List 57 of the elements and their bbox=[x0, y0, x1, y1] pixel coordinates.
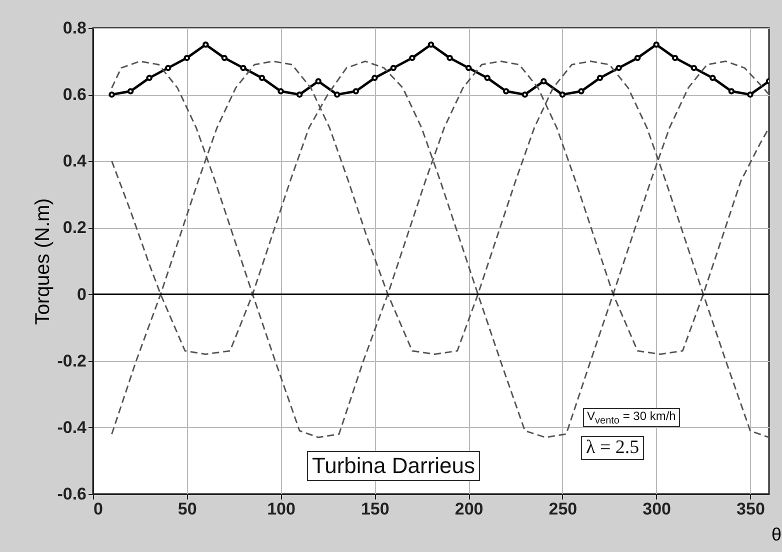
point bbox=[710, 74, 716, 82]
point bbox=[258, 74, 266, 82]
point bbox=[202, 42, 209, 48]
y-tick-label: 0.4 bbox=[62, 152, 88, 171]
y-tick-label: -0.6 bbox=[57, 484, 86, 504]
point bbox=[747, 91, 754, 98]
y-tick-label: -0.2 bbox=[57, 351, 86, 370]
annotation: λ = 2.5 bbox=[581, 436, 644, 460]
x-tick-label: 150 bbox=[360, 500, 390, 518]
point bbox=[315, 78, 322, 84]
point bbox=[596, 74, 604, 82]
point bbox=[146, 74, 152, 82]
x-tick-label: 350 bbox=[736, 500, 765, 518]
point bbox=[184, 54, 190, 62]
y-axis-title: Torques (N.m) bbox=[32, 198, 54, 325]
y-tick-label: 0.2 bbox=[62, 218, 86, 238]
point bbox=[465, 64, 472, 72]
x-tick-label: 300 bbox=[642, 500, 672, 518]
point bbox=[372, 74, 378, 82]
point bbox=[484, 74, 490, 82]
x-tick-label: 100 bbox=[267, 500, 296, 518]
point bbox=[409, 54, 416, 62]
point bbox=[522, 91, 528, 98]
point bbox=[634, 54, 641, 62]
point bbox=[540, 78, 547, 84]
annotation: V$_{vento}$ = 30 km/h bbox=[583, 408, 680, 428]
x-tick-label: 250 bbox=[548, 500, 578, 518]
point bbox=[446, 54, 453, 62]
x-tick-label: 200 bbox=[454, 500, 484, 518]
point bbox=[616, 64, 622, 72]
point bbox=[352, 88, 360, 94]
x-axis-title: θ bbox=[772, 524, 782, 544]
point bbox=[428, 42, 434, 48]
point bbox=[164, 64, 172, 72]
point bbox=[108, 91, 115, 98]
annotation: Turbina Darrieus bbox=[307, 451, 480, 481]
point bbox=[728, 88, 735, 94]
y-tick-label: -0.4 bbox=[57, 418, 88, 437]
y-tick-label: 0.6 bbox=[62, 85, 86, 104]
point bbox=[278, 88, 284, 94]
point bbox=[334, 91, 340, 98]
point bbox=[653, 42, 660, 48]
point bbox=[559, 91, 566, 98]
point bbox=[127, 88, 134, 94]
point bbox=[390, 64, 397, 72]
point bbox=[240, 64, 246, 72]
point bbox=[502, 88, 510, 94]
x-tick-label: 0 bbox=[94, 500, 103, 518]
point bbox=[672, 54, 678, 62]
x-tick-label: 50 bbox=[178, 500, 197, 518]
point bbox=[690, 64, 698, 72]
point bbox=[578, 88, 584, 94]
point bbox=[221, 54, 228, 62]
point bbox=[296, 91, 303, 98]
y-tick-label: 0.8 bbox=[62, 18, 86, 38]
y-tick-label: 0 bbox=[77, 284, 86, 304]
line-series bbox=[111, 60, 769, 438]
